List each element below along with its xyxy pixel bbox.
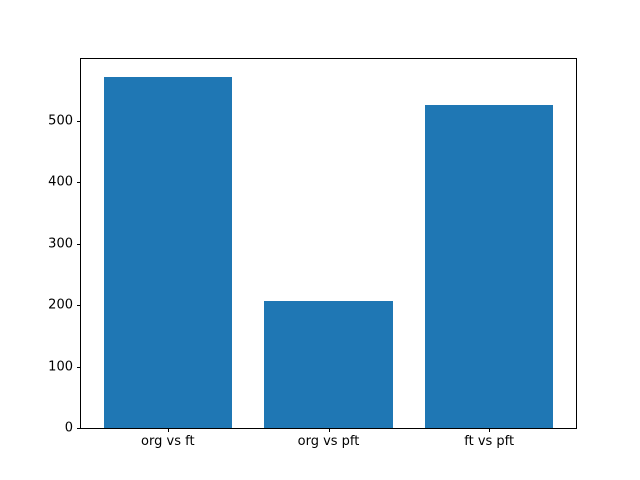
y-tick-mark xyxy=(77,120,81,122)
y-tick-mark xyxy=(77,182,81,183)
y-tick-label: 100 xyxy=(48,359,73,374)
y-tick-mark xyxy=(77,366,81,368)
y-tick-label: 300 xyxy=(48,236,73,251)
y-tick-label: 500 xyxy=(48,113,73,128)
plot-area: 0 100 200 300 400 500 org vs ft org vs pft ft vs… xyxy=(48,58,577,448)
y-tick-mark xyxy=(77,428,81,429)
x-tick-label-org-vs-pft: org vs pft xyxy=(297,434,360,449)
y-tick-label: 200 xyxy=(48,297,73,313)
y-tick-label: 400 xyxy=(48,174,73,190)
bar-org-vs-ft xyxy=(103,77,233,428)
x-tick-mark xyxy=(167,428,169,432)
y-tick-mark xyxy=(77,305,81,306)
bar-org-vs-pft xyxy=(264,300,393,428)
x-tick-mark xyxy=(489,428,491,432)
x-tick-mark xyxy=(328,428,330,432)
bar-ft-vs-pft xyxy=(424,105,554,428)
x-tick-label-org-vs-ft: org vs ft xyxy=(141,434,195,449)
y-tick-mark xyxy=(77,243,81,245)
y-tick-label: 0 xyxy=(64,420,73,436)
x-tick-label-ft-vs-pft: ft vs pft xyxy=(464,434,515,449)
